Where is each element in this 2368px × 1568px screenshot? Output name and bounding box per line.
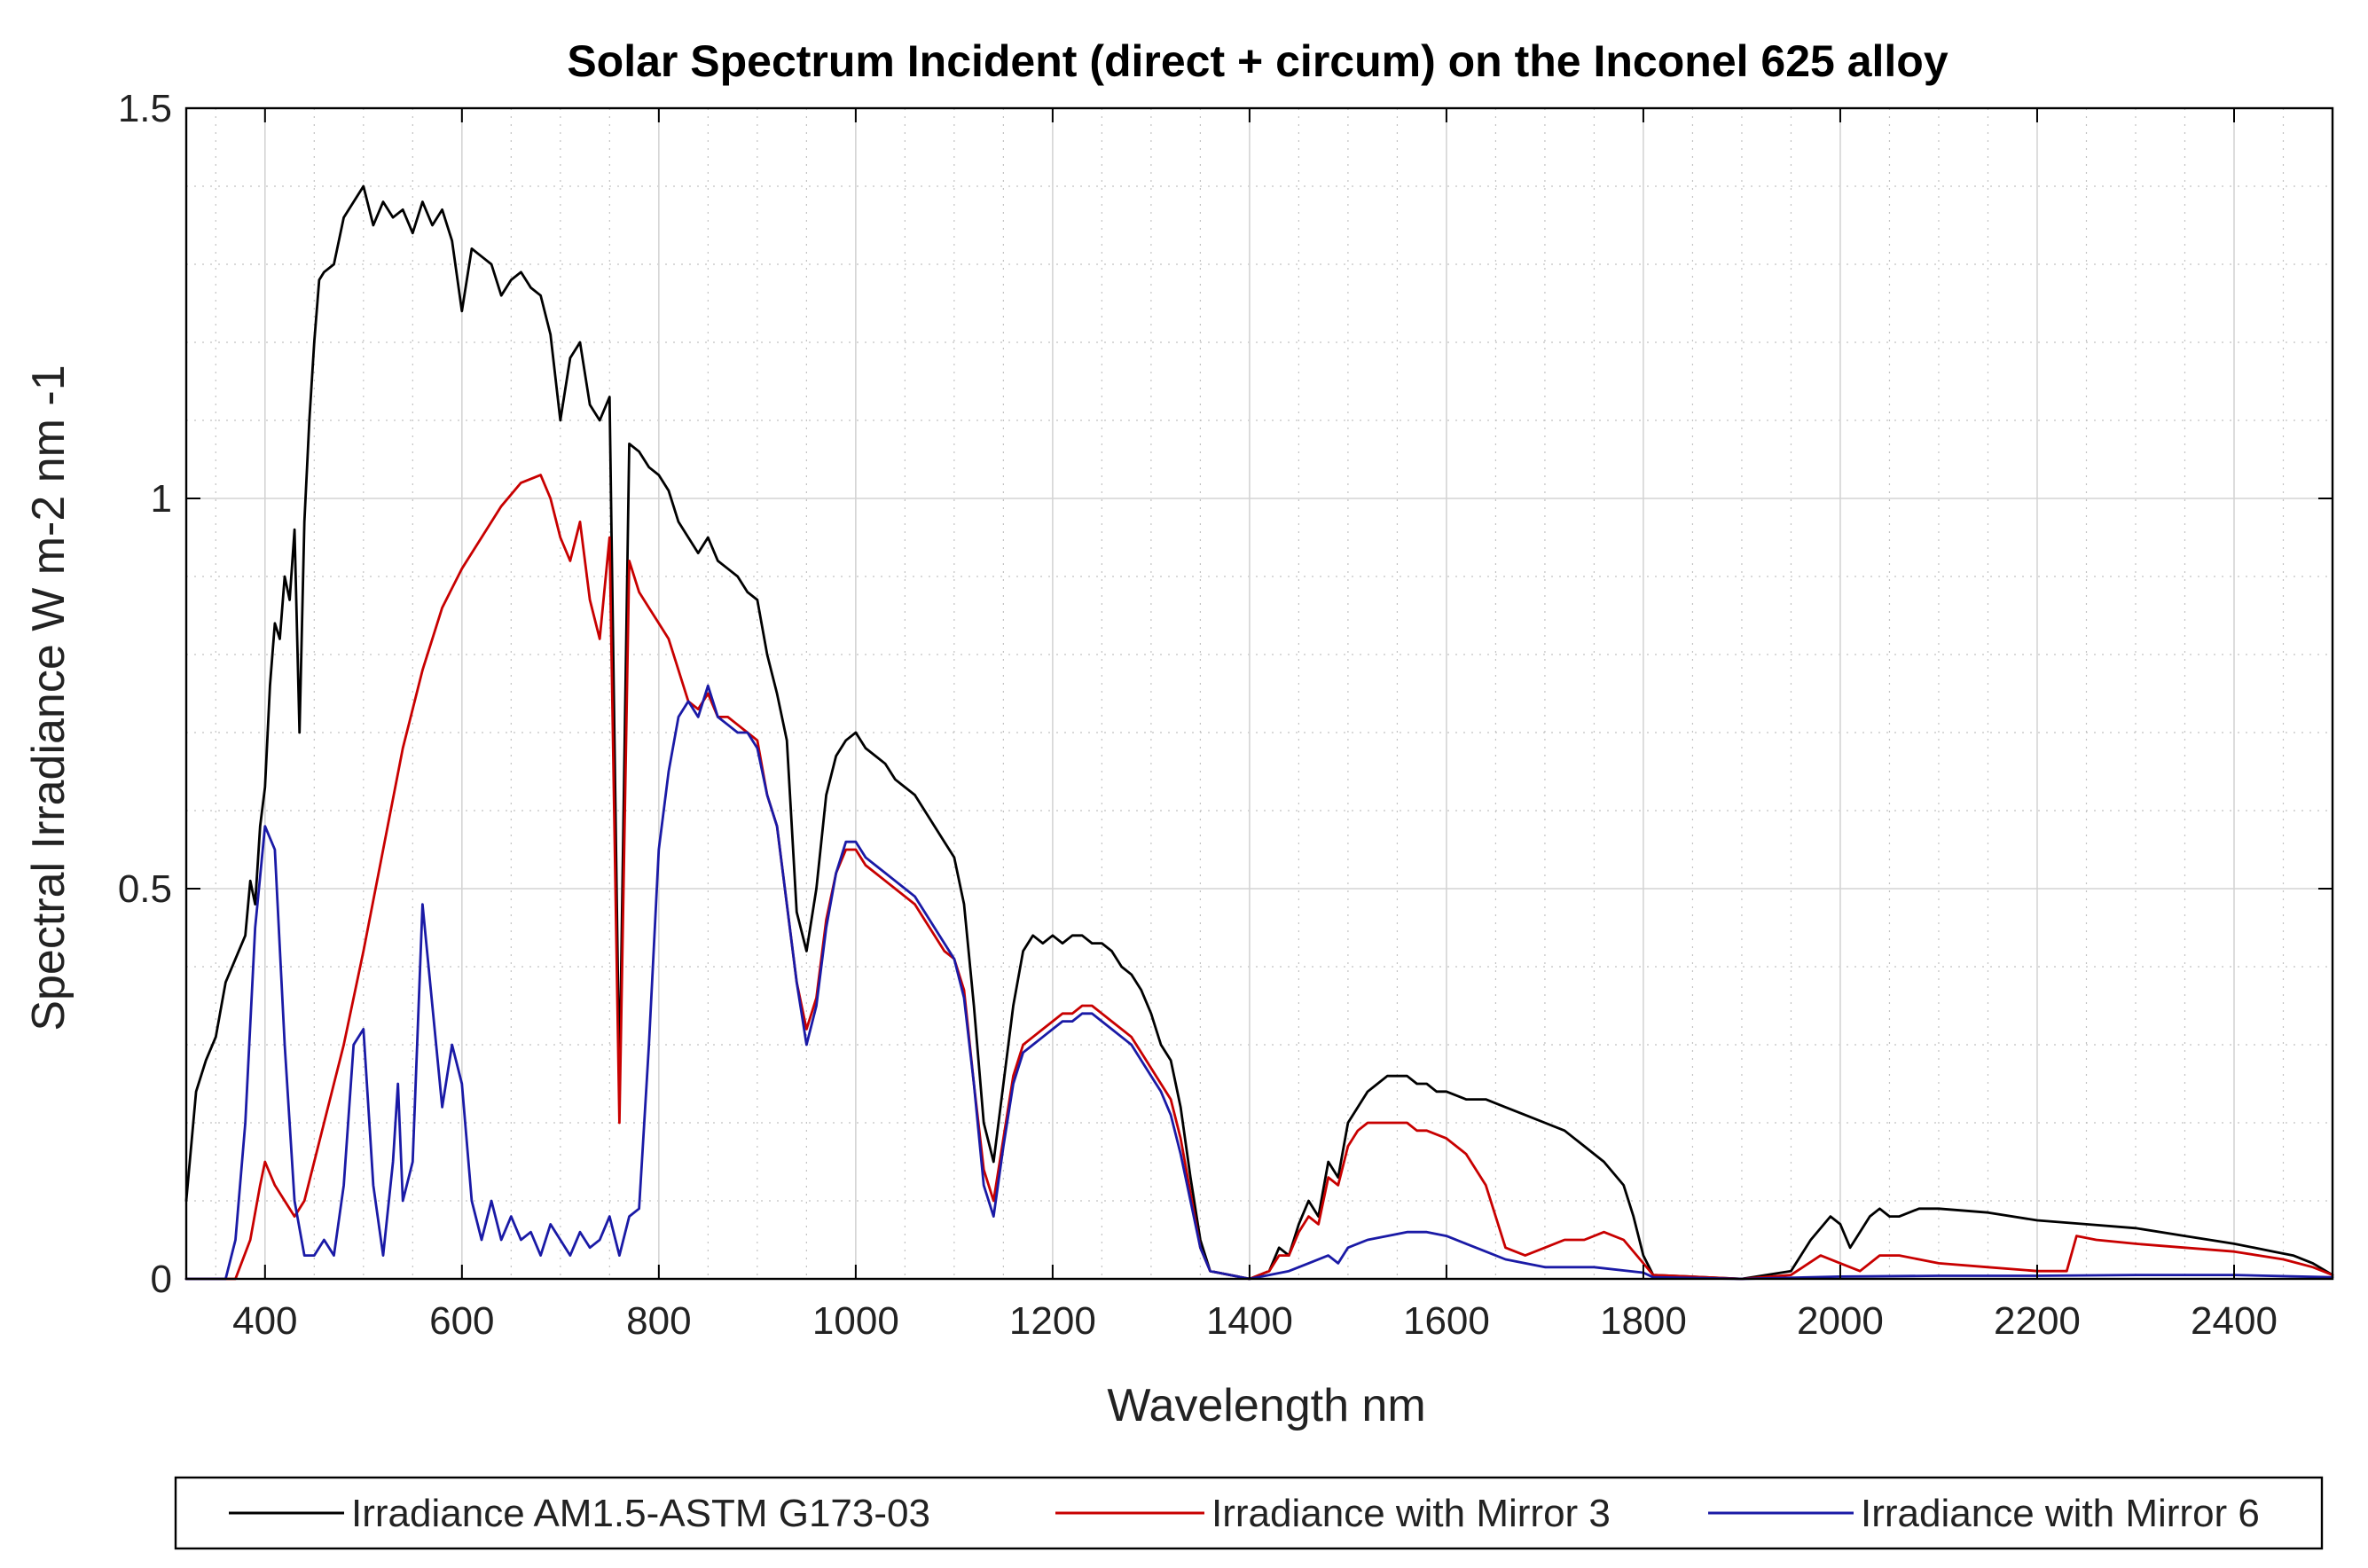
- x-tick-label: 600: [429, 1299, 494, 1343]
- legend-label-series-2: Irradiance with Mirror 3: [1211, 1492, 1611, 1535]
- x-tick-label: 1600: [1403, 1299, 1490, 1343]
- legend-label-series-3: Irradiance with Mirror 6: [1861, 1492, 2260, 1535]
- y-axis-label: Spectral Irradiance W m-2 nm -1: [23, 365, 74, 1031]
- series-line-3: [184, 684, 2334, 1281]
- y-tick-label: 1.5: [118, 87, 172, 130]
- legend: Irradiance AM1.5-ASTM G173-03 Irradiance…: [174, 1476, 2324, 1550]
- x-tick-label: 1200: [1009, 1299, 1096, 1343]
- x-tick-label: 800: [626, 1299, 691, 1343]
- legend-box: [174, 1476, 2324, 1550]
- series-line-1: [184, 184, 2334, 1281]
- series-line-2: [184, 474, 2334, 1281]
- axes-frame: [184, 106, 2334, 1281]
- x-tick-label: 400: [232, 1299, 297, 1343]
- x-tick-label: 2400: [2191, 1299, 2278, 1343]
- x-tick-label: 1800: [1600, 1299, 1687, 1343]
- y-tick-label: 1: [151, 477, 172, 521]
- x-tick-label: 2000: [1797, 1299, 1884, 1343]
- plot-area: 400 600 800 1000 1200 1400 1600 1800 2000 2200 240…: [118, 87, 2334, 1343]
- x-axis-label: Wavelength nm: [1107, 1380, 1425, 1431]
- legend-label-series-1: Irradiance AM1.5-ASTM G173-03: [351, 1492, 930, 1535]
- x-tick-label: 2200: [1994, 1299, 2081, 1343]
- x-tick-label: 1400: [1206, 1299, 1293, 1343]
- y-tick-label: 0: [151, 1258, 172, 1301]
- chart-title: Solar Spectrum Incident (direct + circum…: [567, 36, 1949, 86]
- y-tick-label: 0.5: [118, 867, 172, 911]
- x-tick-label: 1000: [812, 1299, 899, 1343]
